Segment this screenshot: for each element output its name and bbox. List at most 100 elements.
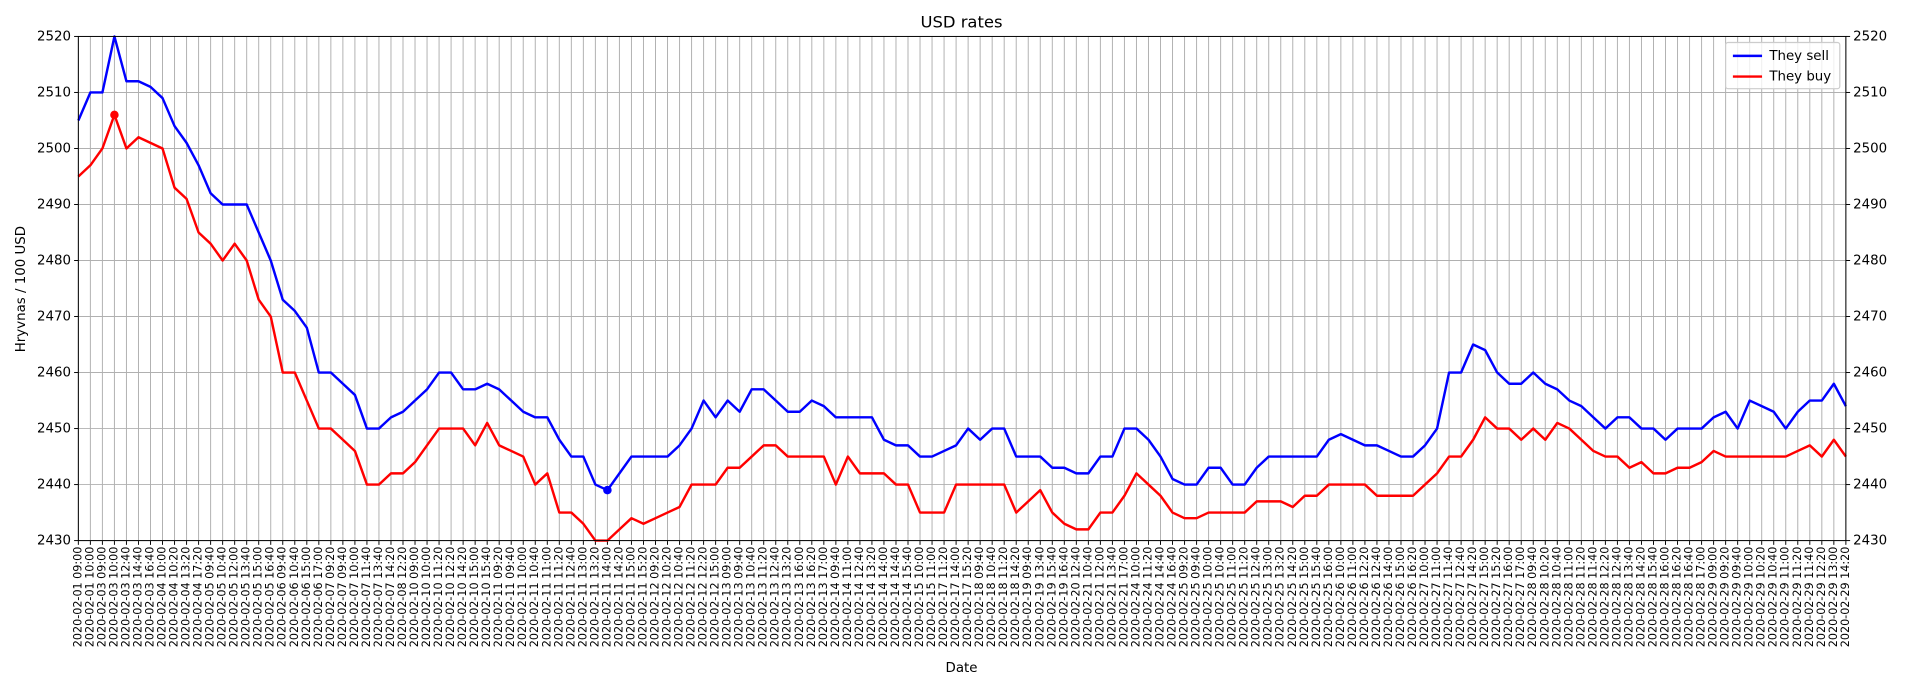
x-tick-label: 2020-02-15 11:00 [925,547,938,648]
x-tick-label: 2020-02-01 10:00 [83,547,96,648]
x-tick-label: 2020-02-11 11:20 [552,547,565,648]
series-line [77,113,1847,542]
x-tick-label: 2020-02-29 10:20 [1755,547,1768,648]
x-tick-label: 2020-02-27 11:40 [1442,547,1455,648]
x-tick-label: 2020-02-03 14:40 [131,547,144,648]
x-tick-label: 2020-02-11 10:00 [516,547,529,648]
x-tick-label: 2020-02-27 16:00 [1502,547,1515,648]
x-tick-label: 2020-02-19 13:40 [1033,547,1046,648]
x-tick-label: 2020-02-29 13:00 [1827,547,1840,648]
x-tick-label: 2020-02-21 13:40 [1105,547,1118,648]
x-tick-label: 2020-02-17 14:00 [949,547,962,648]
x-tick-label: 2020-02-12 10:40 [673,547,686,648]
x-tick-label: 2020-02-07 09:40 [336,547,349,648]
y-tick-label: 2470 [37,310,71,325]
x-tick-label: 2020-02-14 14:40 [889,547,902,648]
x-tick-label: 2020-02-13 16:00 [793,547,806,648]
x-tick-label: 2020-02-08 12:20 [396,547,409,648]
x-tick-label: 2020-02-27 11:00 [1430,547,1443,648]
x-tick-label: 2020-02-18 14:20 [1009,547,1022,648]
x-tick-label: 2020-02-06 09:40 [276,547,289,648]
x-tick-label: 2020-02-28 16:40 [1683,547,1696,648]
x-tick-label: 2020-02-01 09:00 [71,547,84,648]
x-tick-label: 2020-02-26 14:00 [1382,547,1395,648]
x-tick-label: 2020-02-19 16:40 [1057,547,1070,648]
x-tick-label: 2020-02-05 15:00 [252,547,265,648]
x-tick-label: 2020-02-10 14:20 [456,547,469,648]
x-tick-label: 2020-02-12 09:20 [649,547,662,648]
x-tick-label: 2020-02-27 15:00 [1478,547,1491,648]
x-tick-label: 2020-02-21 17:00 [1117,547,1130,648]
y2-tick-label: 2480 [1853,254,1887,269]
extreme-point [110,110,119,120]
x-tick-label: 2020-02-24 14:40 [1154,547,1167,648]
legend-label: They buy [1768,70,1831,85]
y-axis-label: Hryvnas / 100 USD [14,226,29,352]
x-tick-label: 2020-02-28 16:00 [1659,547,1672,648]
x-tick-label: 2020-02-25 10:40 [1214,547,1227,648]
x-tick-label: 2020-02-13 13:20 [781,547,794,648]
x-tick-label: 2020-02-05 13:40 [240,547,253,648]
x-tick-label: 2020-02-27 14:20 [1466,547,1479,648]
x-tick-label: 2020-02-28 10:20 [1538,547,1551,648]
x-tick-label: 2020-02-13 09:00 [721,547,734,648]
plot-frame [77,35,1847,542]
x-tick-label: 2020-02-27 10:00 [1418,547,1431,648]
extreme-point [603,485,612,495]
x-tick-label: 2020-02-10 15:40 [480,547,493,648]
x-tick-label: 2020-02-26 10:00 [1334,547,1347,648]
x-tick-label: 2020-02-26 12:20 [1358,547,1371,648]
x-tick-label: 2020-02-25 14:20 [1286,547,1299,648]
x-tick-label: 2020-02-04 10:00 [156,547,169,648]
x-tick-label: 2020-02-18 10:40 [985,547,998,648]
x-tick-label: 2020-02-24 11:20 [1141,547,1154,648]
x-tick-label: 2020-02-13 09:40 [733,547,746,648]
y-tick-label: 2440 [37,478,71,493]
x-tick-label: 2020-02-25 15:40 [1310,547,1323,648]
x-tick-label: 2020-02-11 12:40 [564,547,577,648]
x-tick-label: 2020-02-07 11:40 [360,547,373,648]
y-tick-label: 2480 [37,254,71,269]
y2-tick-label: 2510 [1853,85,1887,100]
x-tick-label: 2020-02-29 14:20 [1839,547,1852,648]
legend-label: They sell [1768,49,1829,64]
x-tick-label: 2020-02-11 09:20 [492,547,505,648]
x-tick-label: 2020-02-04 17:20 [192,547,205,648]
x-tick-label: 2020-02-25 11:00 [1226,547,1239,648]
x-tick-label: 2020-02-28 12:40 [1610,547,1623,648]
x-tick-label: 2020-02-07 14:20 [384,547,397,648]
y2-tick-label: 2520 [1853,29,1887,44]
x-tick-label: 2020-02-25 16:00 [1322,547,1335,648]
y-tick-label: 2500 [37,141,71,156]
x-tick-label: 2020-02-14 15:40 [901,547,914,648]
x-tick-label: 2020-02-19 09:40 [1021,547,1034,648]
y-tick-label: 2510 [37,85,71,100]
x-tick-label: 2020-02-13 16:20 [805,547,818,648]
x-tick-label: 2020-02-11 13:00 [576,547,589,648]
x-tick-label: 2020-02-12 15:00 [709,547,722,648]
x-tick-label: 2020-02-29 10:40 [1767,547,1780,648]
x-tick-label: 2020-02-25 09:40 [1190,547,1203,648]
x-tick-label: 2020-02-03 09:00 [95,547,108,648]
x-tick-label: 2020-02-18 11:20 [997,547,1010,648]
x-tick-label: 2020-02-26 11:00 [1346,547,1359,648]
x-tick-label: 2020-02-04 10:20 [168,547,181,648]
y2-tick-label: 2450 [1853,422,1887,437]
x-tick-label: 2020-02-29 10:00 [1743,547,1756,648]
x-tick-label: 2020-02-13 11:20 [757,547,770,648]
x-tick-label: 2020-02-03 16:40 [143,547,156,648]
x-tick-label: 2020-02-14 11:00 [841,547,854,648]
x-tick-label: 2020-02-28 13:40 [1622,547,1635,648]
x-tick-label: 2020-02-29 11:40 [1803,547,1816,648]
x-tick-label: 2020-02-06 17:00 [312,547,325,648]
x-tick-label: 2020-02-10 10:00 [420,547,433,648]
x-tick-label: 2020-02-25 13:00 [1262,547,1275,648]
x-tick-label: 2020-02-28 17:00 [1695,547,1708,648]
y2-tick-label: 2500 [1853,141,1887,156]
x-tick-label: 2020-02-12 11:20 [685,547,698,648]
x-tick-label: 2020-02-11 14:20 [612,547,625,648]
legend: They sell They buy [1724,41,1841,90]
x-tick-label: 2020-02-25 13:20 [1274,547,1287,648]
x-tick-label: 2020-02-29 09:20 [1719,547,1732,648]
